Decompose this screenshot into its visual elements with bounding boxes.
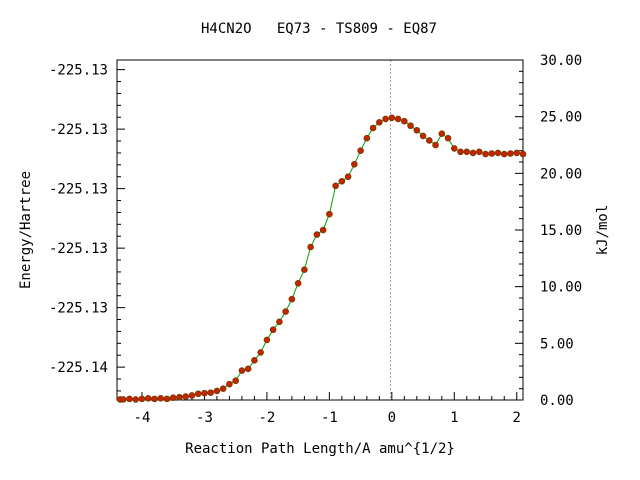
energy-data-point: [207, 389, 214, 396]
left-tick-label: -225.13: [49, 63, 108, 79]
energy-data-point: [219, 385, 227, 392]
energy-data-point: [257, 349, 264, 356]
energy-data-point: [182, 393, 190, 400]
energy-data-point: [413, 126, 421, 134]
x-tick-label: -4: [134, 410, 151, 426]
left-tick-label: -225.13: [49, 122, 108, 138]
energy-data-point: [444, 134, 452, 142]
energy-data-point: [357, 147, 364, 154]
energy-data-point: [269, 326, 277, 334]
energy-data-point: [238, 367, 246, 374]
right-tick-label: 5.00: [540, 336, 574, 352]
energy-data-point: [401, 117, 408, 125]
energy-data-point: [450, 145, 458, 152]
energy-data-point: [276, 318, 283, 326]
energy-data-point: [194, 390, 202, 398]
energy-data-point: [382, 115, 389, 123]
energy-data-point: [376, 119, 383, 126]
energy-data-point: [351, 160, 358, 168]
energy-data-point: [432, 141, 439, 149]
energy-data-point: [407, 122, 414, 130]
energy-data-point: [344, 173, 352, 181]
energy-data-point: [513, 149, 521, 157]
right-tick-label: 30.00: [540, 53, 582, 69]
energy-data-point: [482, 150, 489, 158]
x-tick-label: 0: [388, 410, 396, 426]
energy-data-point: [282, 308, 289, 315]
y-axis-left-title: Energy/Hartree: [18, 171, 34, 289]
y-axis-right-title: kJ/mol: [595, 205, 611, 256]
energy-data-point: [301, 266, 308, 273]
energy-data-point: [319, 226, 327, 234]
energy-data-point: [363, 134, 371, 142]
energy-data-point: [519, 150, 527, 158]
energy-data-point: [213, 387, 221, 395]
energy-data-point: [463, 148, 471, 156]
x-tick-label: 1: [450, 410, 458, 426]
energy-data-point: [176, 393, 183, 401]
energy-data-point: [169, 394, 177, 402]
energy-data-point: [144, 395, 152, 402]
left-tick-label: -225.14: [49, 360, 108, 376]
x-tick-label: -1: [321, 410, 338, 426]
energy-path-line: [120, 117, 524, 400]
left-tick-label: -225.13: [49, 301, 108, 317]
energy-data-point: [469, 149, 477, 157]
series-layer: [116, 114, 527, 403]
energy-data-point: [232, 377, 239, 385]
energy-data-point: [251, 357, 258, 364]
energy-data-point: [500, 150, 508, 158]
energy-data-point: [475, 148, 483, 156]
energy-data-point: [426, 137, 433, 144]
energy-data-point: [132, 396, 140, 403]
x-tick-label: -2: [258, 410, 275, 426]
energy-data-point: [151, 395, 158, 403]
energy-data-point: [494, 149, 502, 157]
right-tick-label: 15.00: [540, 223, 582, 239]
right-tick-label: 25.00: [540, 110, 582, 126]
energy-data-point: [488, 150, 496, 157]
left-tick-label: -225.13: [49, 182, 108, 198]
right-tick-label: 20.00: [540, 166, 582, 182]
energy-data-point: [126, 395, 133, 403]
left-tick-label: -225.13: [49, 241, 108, 257]
energy-data-point: [294, 279, 302, 287]
energy-data-point: [226, 380, 233, 388]
energy-data-point: [307, 243, 314, 251]
energy-data-point: [332, 182, 339, 190]
energy-data-point: [201, 389, 208, 397]
right-tick-label: 10.00: [540, 280, 582, 296]
energy-data-point: [163, 395, 171, 403]
right-tick-label: 0.00: [540, 393, 574, 409]
energy-data-point: [263, 336, 271, 344]
ticks-layer: -4 -3 -2 -1 0 1 2 -225.14 -225.13 -225.13 -225.13 -…: [49, 53, 582, 426]
chart-title: H4CN2O EQ73 - TS809 - EQ87: [201, 21, 437, 37]
x-tick-label: -3: [196, 410, 213, 426]
energy-data-point: [244, 365, 252, 373]
energy-data-point: [313, 231, 321, 238]
energy-data-point: [188, 392, 196, 399]
energy-data-point: [288, 295, 296, 303]
energy-data-point: [388, 114, 396, 122]
energy-data-point: [326, 210, 333, 218]
energy-data-point: [157, 395, 165, 402]
energy-data-point: [369, 124, 377, 132]
energy-data-point: [138, 395, 146, 403]
energy-data-point: [507, 150, 514, 157]
energy-data-point: [338, 177, 346, 185]
energy-data-point: [119, 396, 127, 403]
x-axis-title: Reaction Path Length/A amu^{1/2}: [185, 441, 455, 457]
energy-data-point: [438, 130, 446, 137]
energy-data-point: [419, 132, 427, 140]
energy-data-point: [457, 148, 464, 156]
x-tick-label: 2: [513, 410, 521, 426]
energy-data-point: [394, 115, 402, 123]
